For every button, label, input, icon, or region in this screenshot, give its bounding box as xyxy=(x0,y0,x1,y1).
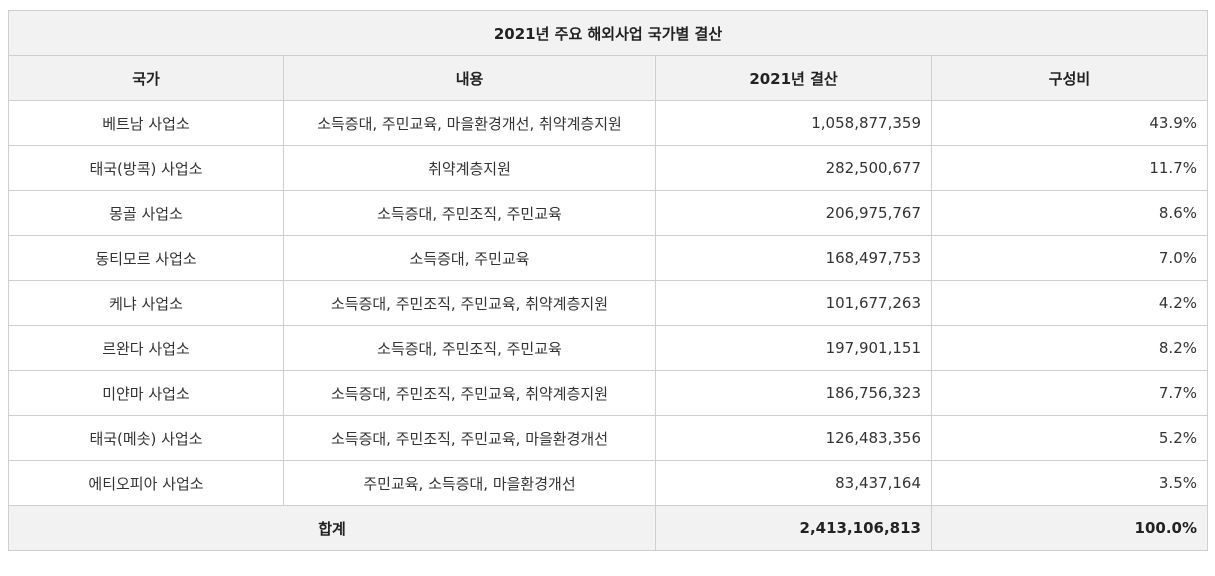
table-row: 태국(방콕) 사업소 취약계층지원 282,500,677 11.7% xyxy=(8,145,1208,191)
amount-cell: 1,058,877,359 xyxy=(655,100,932,146)
country-cell: 태국(메솟) 사업소 xyxy=(8,415,284,461)
content-cell: 소득증대, 주민조직, 주민교육, 취약계층지원 xyxy=(283,280,656,326)
table-row: 태국(메솟) 사업소 소득증대, 주민조직, 주민교육, 마을환경개선 126,… xyxy=(8,415,1208,461)
amount-cell: 168,497,753 xyxy=(655,235,932,281)
ratio-cell: 4.2% xyxy=(931,280,1208,326)
content-cell: 소득증대, 주민조직, 주민교육 xyxy=(283,325,656,371)
ratio-cell: 7.7% xyxy=(931,370,1208,416)
ratio-cell: 8.6% xyxy=(931,190,1208,236)
overseas-settlement-table: 2021년 주요 해외사업 국가별 결산 국가 내용 2021년 결산 구성비 … xyxy=(8,10,1208,551)
content-cell: 소득증대, 주민교육 xyxy=(283,235,656,281)
amount-cell: 186,756,323 xyxy=(655,370,932,416)
amount-cell: 206,975,767 xyxy=(655,190,932,236)
ratio-cell: 3.5% xyxy=(931,460,1208,506)
table-row: 미얀마 사업소 소득증대, 주민조직, 주민교육, 취약계층지원 186,756… xyxy=(8,370,1208,416)
ratio-cell: 7.0% xyxy=(931,235,1208,281)
amount-cell: 197,901,151 xyxy=(655,325,932,371)
ratio-cell: 5.2% xyxy=(931,415,1208,461)
table-row: 몽골 사업소 소득증대, 주민조직, 주민교육 206,975,767 8.6% xyxy=(8,190,1208,236)
header-ratio: 구성비 xyxy=(931,55,1208,101)
country-cell: 미얀마 사업소 xyxy=(8,370,284,416)
total-amount: 2,413,106,813 xyxy=(655,505,932,551)
amount-cell: 101,677,263 xyxy=(655,280,932,326)
country-cell: 베트남 사업소 xyxy=(8,100,284,146)
content-cell: 소득증대, 주민조직, 주민교육, 취약계층지원 xyxy=(283,370,656,416)
table-title: 2021년 주요 해외사업 국가별 결산 xyxy=(8,10,1208,56)
table-header-row: 국가 내용 2021년 결산 구성비 xyxy=(8,55,1208,101)
total-label: 합계 xyxy=(8,505,656,551)
country-cell: 동티모르 사업소 xyxy=(8,235,284,281)
header-country: 국가 xyxy=(8,55,284,101)
table-row: 르완다 사업소 소득증대, 주민조직, 주민교육 197,901,151 8.2… xyxy=(8,325,1208,371)
table-row: 베트남 사업소 소득증대, 주민교육, 마을환경개선, 취약계층지원 1,058… xyxy=(8,100,1208,146)
amount-cell: 126,483,356 xyxy=(655,415,932,461)
table-row: 에티오피아 사업소 주민교육, 소득증대, 마을환경개선 83,437,164 … xyxy=(8,460,1208,506)
content-cell: 소득증대, 주민조직, 주민교육, 마을환경개선 xyxy=(283,415,656,461)
header-amount: 2021년 결산 xyxy=(655,55,932,101)
content-cell: 소득증대, 주민조직, 주민교육 xyxy=(283,190,656,236)
content-cell: 주민교육, 소득증대, 마을환경개선 xyxy=(283,460,656,506)
total-ratio: 100.0% xyxy=(931,505,1208,551)
content-cell: 취약계층지원 xyxy=(283,145,656,191)
content-cell: 소득증대, 주민교육, 마을환경개선, 취약계층지원 xyxy=(283,100,656,146)
country-cell: 르완다 사업소 xyxy=(8,325,284,371)
amount-cell: 282,500,677 xyxy=(655,145,932,191)
ratio-cell: 11.7% xyxy=(931,145,1208,191)
ratio-cell: 43.9% xyxy=(931,100,1208,146)
table-row: 동티모르 사업소 소득증대, 주민교육 168,497,753 7.0% xyxy=(8,235,1208,281)
country-cell: 케냐 사업소 xyxy=(8,280,284,326)
header-content: 내용 xyxy=(283,55,656,101)
ratio-cell: 8.2% xyxy=(931,325,1208,371)
country-cell: 에티오피아 사업소 xyxy=(8,460,284,506)
table-row: 케냐 사업소 소득증대, 주민조직, 주민교육, 취약계층지원 101,677,… xyxy=(8,280,1208,326)
country-cell: 태국(방콕) 사업소 xyxy=(8,145,284,191)
country-cell: 몽골 사업소 xyxy=(8,190,284,236)
total-row: 합계 2,413,106,813 100.0% xyxy=(8,505,1208,551)
amount-cell: 83,437,164 xyxy=(655,460,932,506)
